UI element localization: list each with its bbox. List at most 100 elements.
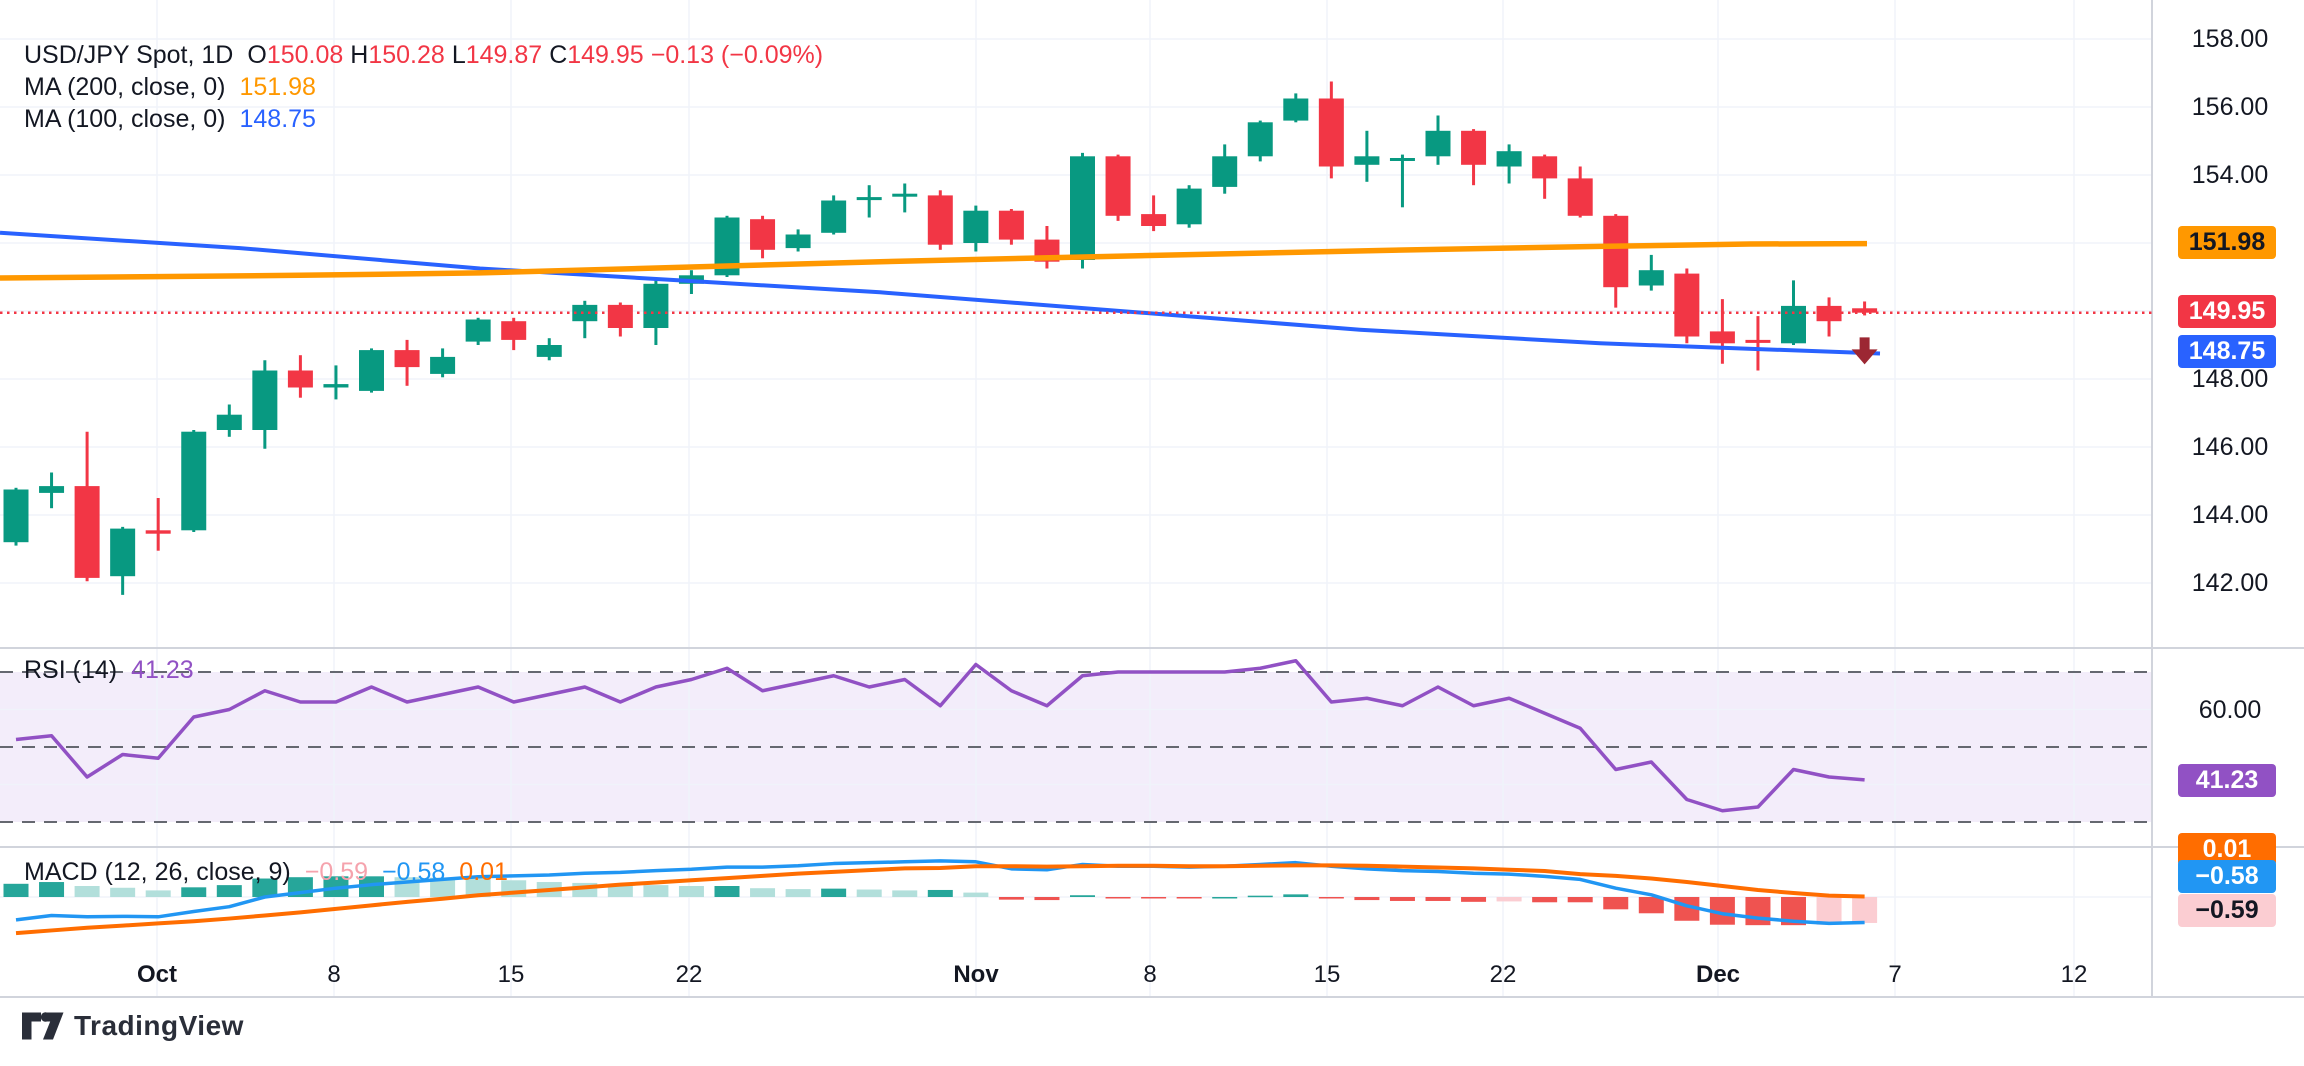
- candle-body: [1070, 156, 1095, 260]
- candle: [1709, 299, 1735, 364]
- candle-body: [430, 356, 456, 374]
- candle-body: [607, 304, 633, 328]
- candle: [1745, 316, 1771, 371]
- macd-histogram-bar: [110, 887, 136, 897]
- symbol-title: USD/JPY Spot, 1D: [24, 41, 234, 69]
- time-axis-label: 7: [1888, 961, 1902, 988]
- price-axis-label: 154.00: [2191, 161, 2269, 189]
- time-axis-label: 15: [1313, 961, 1341, 988]
- macd-histogram-bar: [1354, 897, 1380, 901]
- candle-body: [1354, 156, 1380, 165]
- close-label: C: [549, 41, 568, 69]
- ma100-price-badge: 148.75: [2178, 335, 2276, 368]
- macd-hist-value: −0.59: [304, 858, 369, 886]
- macd-histogram-bar: [1461, 897, 1487, 902]
- candle-body: [1425, 130, 1451, 157]
- candle-body: [1496, 151, 1522, 167]
- price-axis-label: 142.00: [2191, 569, 2269, 597]
- rsi-legend-row: RSI (14) 41.23: [24, 655, 194, 685]
- candle: [785, 229, 811, 252]
- time-axis-label: 8: [327, 961, 341, 988]
- short-marker-arrow-down-icon: [1851, 337, 1878, 365]
- candle: [287, 355, 313, 398]
- candle-body: [856, 197, 882, 201]
- candle-body: [1141, 214, 1167, 226]
- candle-body: [1212, 156, 1238, 187]
- ma200-price-badge: 151.98: [2178, 226, 2276, 259]
- candle: [1354, 130, 1380, 182]
- macd-histogram-bar: [1603, 897, 1629, 910]
- candle-body: [465, 319, 491, 342]
- candle: [998, 209, 1024, 245]
- candle-body: [39, 486, 65, 493]
- tradingview-logo-text: TradingView: [74, 1010, 244, 1041]
- candle-body: [3, 489, 29, 543]
- macd-histogram-bar: [1425, 897, 1451, 901]
- candle-body: [750, 219, 776, 250]
- time-axis-label: Dec: [1695, 961, 1741, 988]
- ma100-line: [0, 230, 1881, 356]
- macd-histogram-bar: [1852, 897, 1878, 923]
- tradingview-logo-icon: [22, 1012, 64, 1040]
- ma200-label: MA (200, close, 0): [24, 73, 226, 101]
- candle: [252, 360, 278, 449]
- rsi-label: RSI (14): [24, 656, 118, 684]
- candle: [1283, 93, 1309, 123]
- candle-body: [643, 283, 669, 328]
- macd-histogram-bar: [1034, 897, 1060, 901]
- macd-histogram-bar: [1283, 894, 1309, 897]
- candle: [1070, 152, 1095, 269]
- candle-body: [1745, 339, 1771, 343]
- candle: [892, 183, 918, 213]
- macd-legend-row: MACD (12, 26, close, 9) −0.59 −0.58 0.01: [24, 857, 508, 887]
- macd-histogram-bar: [74, 886, 100, 897]
- candle-body: [1461, 130, 1487, 165]
- candle: [1176, 185, 1202, 228]
- ma200-legend-row: MA (200, close, 0) 151.98: [24, 72, 316, 102]
- candle-body: [145, 530, 171, 534]
- time-axis-label: Nov: [953, 961, 999, 988]
- macd-histogram-bar: [927, 889, 953, 897]
- high-label: H: [350, 41, 369, 69]
- candle-body: [963, 210, 989, 243]
- candle: [1247, 120, 1273, 162]
- candle-body: [785, 234, 811, 249]
- candle-body: [1567, 178, 1593, 216]
- candle: [927, 190, 953, 250]
- change-value: −0.13 (−0.09%): [650, 41, 824, 69]
- candle: [856, 185, 882, 218]
- candle-body: [181, 431, 207, 531]
- rsi-axis-label: 60.00: [2198, 696, 2262, 724]
- macd-histogram-bar: [181, 887, 207, 897]
- tradingview-logo[interactable]: TradingView: [22, 1010, 244, 1042]
- candle: [963, 205, 989, 252]
- macd-histogram-bar: [216, 885, 242, 897]
- candle: [1816, 297, 1842, 337]
- candle: [1141, 195, 1167, 232]
- candle-body: [110, 528, 136, 577]
- macd-histogram-bar: [1318, 897, 1344, 899]
- macd-histogram-bar: [1212, 897, 1238, 899]
- macd-histogram-bar: [678, 886, 704, 897]
- candle-body: [216, 414, 242, 430]
- close-value: 149.95: [567, 41, 644, 69]
- candle: [536, 338, 562, 361]
- macd-histogram-bar: [1816, 897, 1842, 925]
- candle-body: [1176, 188, 1202, 225]
- open-value: 150.08: [266, 41, 344, 69]
- candle-body: [892, 193, 918, 197]
- macd-line-value: −0.58: [382, 858, 446, 886]
- candle: [750, 215, 776, 259]
- candle: [3, 487, 29, 546]
- macd-histogram-bar: [1070, 895, 1095, 897]
- candle: [643, 280, 669, 345]
- candle: [110, 526, 136, 595]
- candle: [1461, 129, 1487, 186]
- ma100-value: 148.75: [239, 105, 316, 133]
- candle: [821, 195, 847, 235]
- candle-body: [1603, 215, 1629, 288]
- candle: [1034, 226, 1060, 269]
- candle-body: [394, 350, 420, 368]
